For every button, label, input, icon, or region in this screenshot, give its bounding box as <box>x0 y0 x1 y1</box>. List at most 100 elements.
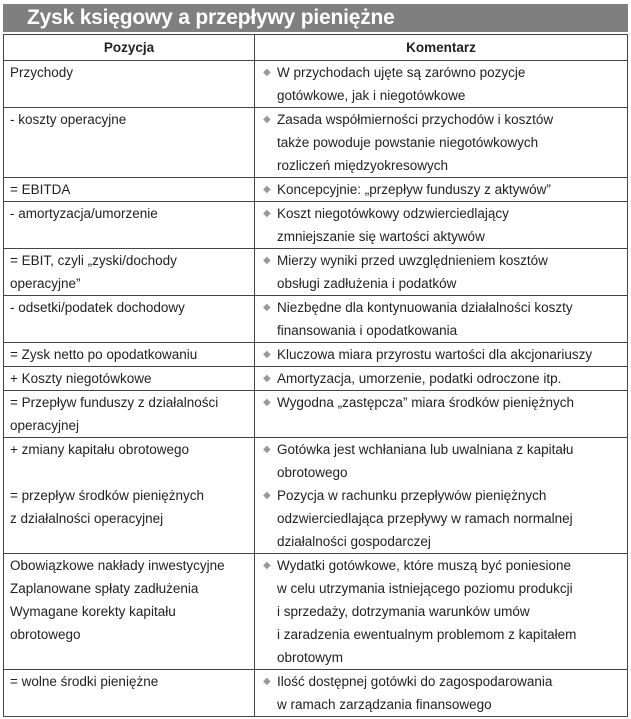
comment-item: ◆ Gotówka jest wchłaniana lub uwalniana z… <box>261 438 621 484</box>
column-header-position: Pozycja <box>3 34 255 61</box>
comment-text: Gotówka jest wchłaniana lub uwalniana z … <box>277 442 574 457</box>
position-text: Wymagane korekty kapitału <box>10 604 176 619</box>
comment-text: w celu utrzymania istniejącego poziomu p… <box>277 581 573 596</box>
diamond-bullet-icon: ◆ <box>263 560 271 571</box>
comment-text: także powoduje powstanie niegotówkowych <box>277 135 539 150</box>
position-text: operacyjnej <box>10 418 80 433</box>
position-cell: = EBITDA <box>3 177 255 202</box>
diamond-bullet-icon: ◆ <box>263 302 271 313</box>
diamond-bullet-icon: ◆ <box>263 444 271 455</box>
position-text: = Zysk netto po opodatkowaniu <box>10 347 198 362</box>
comment-text: rozliczeń międzyokresowych <box>277 158 449 173</box>
table-row: + zmiany kapitału obrotowego = przepływ … <box>3 437 628 554</box>
diamond-bullet-icon: ◆ <box>263 490 271 501</box>
table-row: Przychody ◆ W przychodach ujęte są zarówno… <box>3 60 628 108</box>
comment-text: działalności gospodarczej <box>277 534 431 549</box>
comment-cell: ◆ Wydatki gotówkowe, które muszą być poni… <box>254 553 628 670</box>
comment-cell: ◆ Amortyzacja, umorzenie, podatki odroczo… <box>254 366 628 391</box>
comment-item: ◆ Koncepcyjnie: „przepływ funduszy z akty… <box>261 178 621 201</box>
comment-text: Koncepcyjnie: „przepływ funduszy z aktyw… <box>277 182 551 197</box>
comment-item: ◆ Mierzy wyniki przed uwzględnieniem kosz… <box>261 249 621 295</box>
comment-text: Kluczowa miara przyrostu wartości dla ak… <box>277 347 593 362</box>
comment-text: i zaradzenia ewentualnym problemom z kap… <box>277 627 577 642</box>
position-text: - odsetki/podatek dochodowy <box>10 300 185 315</box>
comment-cell: ◆ Wygodna „zastępcza” miara środków pieni… <box>254 390 628 438</box>
position-cell: - odsetki/podatek dochodowy <box>3 295 255 343</box>
table-row: Obowiązkowe nakłady inwestycyjne Zaplanow… <box>3 553 628 670</box>
position-cell: Przychody <box>3 60 255 108</box>
position-cell: - amortyzacja/umorzenie <box>3 201 255 249</box>
table-row: - amortyzacja/umorzenie ◆ Koszt niegotówko… <box>3 201 628 249</box>
position-text: Zaplanowane spłaty zadłużenia <box>10 581 199 596</box>
diamond-bullet-icon: ◆ <box>263 349 271 360</box>
position-text: = EBIT, czyli „zyski/dochody <box>10 253 177 268</box>
comment-item: ◆ Amortyzacja, umorzenie, podatki odroczo… <box>261 367 621 390</box>
position-text: = przepływ środków pieniężnych <box>10 488 204 503</box>
comment-item: ◆ Koszt niegotówkowy odzwierciedlający zmn… <box>261 202 621 248</box>
table-row: = wolne środki pieniężne ◆ Ilość dostępnej… <box>3 669 628 717</box>
comment-text: gotówkowe, jak i niegotówkowe <box>277 88 466 103</box>
diamond-bullet-icon: ◆ <box>263 255 271 266</box>
table-row: - odsetki/podatek dochodowy ◆ Niezbędne dl… <box>3 295 628 343</box>
comment-cell: ◆ Gotówka jest wchłaniana lub uwalniana z… <box>254 437 628 554</box>
comment-item: ◆ Niezbędne dla kontynuowania działalnośc… <box>261 296 621 342</box>
comment-item: ◆ Wygodna „zastępcza” miara środków pieni… <box>261 391 621 414</box>
comment-cell: ◆ Kluczowa miara przyrostu wartości dla a… <box>254 342 628 367</box>
comment-cell: ◆ Zasada współmierności przychodów i kosz… <box>254 107 628 178</box>
position-cell: = wolne środki pieniężne <box>3 669 255 717</box>
diamond-bullet-icon: ◆ <box>263 184 271 195</box>
comment-text: Amortyzacja, umorzenie, podatki odroczon… <box>277 371 562 386</box>
position-text: obrotowego <box>10 627 81 642</box>
comment-text: Niezbędne dla kontynuowania działalności… <box>277 300 573 315</box>
position-text: - koszty operacyjne <box>10 112 127 127</box>
comment-text: zmniejszanie się wartości aktywów <box>277 229 485 244</box>
comment-cell: ◆ Mierzy wyniki przed uwzględnieniem kosz… <box>254 248 628 296</box>
diamond-bullet-icon: ◆ <box>263 208 271 219</box>
diamond-bullet-icon: ◆ <box>263 676 271 687</box>
comment-text: W przychodach ujęte są zarówno pozycje <box>277 65 526 80</box>
table-row: = Przepływ funduszy z działalności operac… <box>3 390 628 438</box>
comment-item: ◆ Ilość dostępnej gotówki do zagospodarow… <box>261 670 621 716</box>
position-cell: Obowiązkowe nakłady inwestycyjne Zaplanow… <box>3 553 255 670</box>
position-text: + zmiany kapitału obrotowego <box>10 442 189 457</box>
comment-text: Wydatki gotówkowe, które muszą być ponie… <box>277 558 572 573</box>
diamond-bullet-icon: ◆ <box>263 397 271 408</box>
comment-item: ◆ Pozycja w rachunku przepływów pieniężny… <box>261 484 621 553</box>
position-cell: = Zysk netto po opodatkowaniu <box>3 342 255 367</box>
table-row: + Koszty niegotówkowe ◆ Amortyzacja, umorz… <box>3 366 628 391</box>
table-row: - koszty operacyjne ◆ Zasada współmiernośc… <box>3 107 628 178</box>
table-header: Pozycja Komentarz <box>3 34 628 61</box>
table-row: = EBIT, czyli „zyski/dochody operacyjne” ◆… <box>3 248 628 296</box>
diamond-bullet-icon: ◆ <box>263 373 271 384</box>
comment-text: Zasada współmierności przychodów i koszt… <box>277 112 554 127</box>
comment-cell: ◆ W przychodach ujęte są zarówno pozycje g… <box>254 60 628 108</box>
cashflow-table: Pozycja Komentarz Przychody ◆ W przychodac… <box>3 34 628 717</box>
position-cell: + Koszty niegotówkowe <box>3 366 255 391</box>
comment-text: Koszt niegotówkowy odzwierciedlający <box>277 206 509 221</box>
comment-cell: ◆ Koszt niegotówkowy odzwierciedlający zmn… <box>254 201 628 249</box>
comment-item: ◆ Wydatki gotówkowe, które muszą być poni… <box>261 554 621 669</box>
comment-text: Ilość dostępnej gotówki do zagospodarowa… <box>277 674 553 689</box>
comment-cell: ◆ Koncepcyjnie: „przepływ funduszy z akty… <box>254 177 628 202</box>
position-cell: = EBIT, czyli „zyski/dochody operacyjne” <box>3 248 255 296</box>
comment-text: obsługi zadłużenia i podatków <box>277 276 457 291</box>
comment-item: ◆ Zasada współmierności przychodów i kosz… <box>261 108 621 177</box>
page-title: Zysk księgowy a przepływy pieniężne <box>3 4 628 32</box>
position-text: = Przepływ funduszy z działalności <box>10 395 219 410</box>
comment-cell: ◆ Ilość dostępnej gotówki do zagospodarow… <box>254 669 628 717</box>
comment-item: ◆ Kluczowa miara przyrostu wartości dla a… <box>261 343 621 366</box>
comment-text: i sprzedaży, dotrzymania warunków umów <box>277 604 530 619</box>
comment-text: Mierzy wyniki przed uwzględnieniem koszt… <box>277 253 548 268</box>
column-header-comment: Komentarz <box>254 34 628 61</box>
comment-text: obrotowego <box>277 465 348 480</box>
comment-text: Pozycja w rachunku przepływów pieniężnyc… <box>277 488 547 503</box>
position-text: Obowiązkowe nakłady inwestycyjne <box>10 558 225 573</box>
position-cell: = Przepływ funduszy z działalności operac… <box>3 390 255 438</box>
comment-text: w ramach zarządzania finansowego <box>277 697 492 712</box>
position-text: operacyjne” <box>10 276 81 291</box>
table-row: = Zysk netto po opodatkowaniu ◆ Kluczowa m… <box>3 342 628 367</box>
position-cell: + zmiany kapitału obrotowego = przepływ … <box>3 437 255 554</box>
comment-text: odzwierciedlająca przepływy w ramach nor… <box>277 511 573 526</box>
diamond-bullet-icon: ◆ <box>263 114 271 125</box>
position-text: = wolne środki pieniężne <box>10 674 159 689</box>
